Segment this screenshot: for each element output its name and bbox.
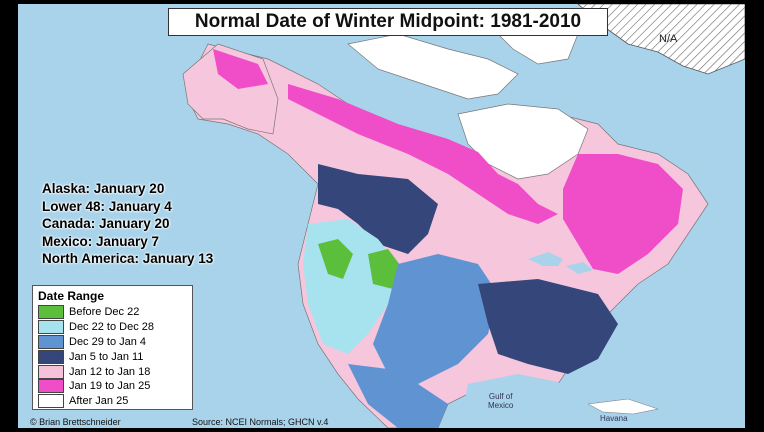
legend-label: Jan 12 to Jan 18: [69, 365, 151, 378]
legend-item: Dec 29 to Jan 4: [38, 334, 187, 350]
legend-swatch: [38, 379, 64, 394]
legend-item: Before Dec 22: [38, 305, 187, 320]
legend-label: Dec 22 to Dec 28: [69, 321, 154, 334]
legend-swatch: [38, 394, 64, 409]
stat-alaska: Alaska: January 20: [42, 181, 165, 196]
legend-label: Dec 29 to Jan 4: [69, 335, 147, 348]
credit: © Brian Brettschneider: [30, 417, 121, 427]
arctic-islands: [347, 33, 519, 100]
legend-label: After Jan 25: [69, 395, 129, 408]
magenta-quebec: [563, 154, 683, 274]
legend-item: Dec 22 to Dec 28: [38, 320, 187, 335]
map-title: Normal Date of Winter Midpoint: 1981-201…: [168, 8, 608, 36]
source: Source: NCEI Normals; GHCN v.4: [192, 417, 329, 427]
map-frame: Normal Date of Winter Midpoint: 1981-201…: [18, 4, 745, 428]
no-data-label: N/A: [659, 33, 678, 45]
legend-swatch: [38, 349, 64, 364]
stat-mexico: Mexico: January 7: [42, 233, 160, 249]
magenta-alaska: [213, 49, 268, 89]
legend-title: Date Range: [38, 289, 105, 303]
gulf-label: Gulf of Mexico: [488, 392, 514, 410]
legend-swatch: [38, 320, 64, 335]
map-graphic: [18, 4, 745, 428]
legend: Date Range Before Dec 22 Dec 22 to Dec 2…: [32, 285, 193, 410]
great-lakes: [528, 252, 593, 274]
legend-item: Jan 19 to Jan 25: [38, 379, 187, 394]
greenland-no-data: [577, 4, 745, 75]
mexico-blue: [348, 364, 448, 428]
legend-swatch: [38, 364, 64, 379]
legend-label: Jan 5 to Jan 11: [69, 350, 144, 363]
legend-item: After Jan 25: [38, 394, 187, 409]
blue-central: [373, 254, 498, 384]
legend-label: Jan 19 to Jan 25: [69, 380, 151, 393]
dark-west: [318, 164, 438, 254]
stat-lower-48: Lower 48: January 4: [42, 198, 172, 214]
stats-block: Alaska: January 20 Lower 48: January 4 C…: [42, 180, 213, 268]
green-west: [318, 239, 353, 279]
stat-north-america: North America: January 13: [42, 251, 214, 266]
dark-southeast: [478, 279, 618, 374]
stat-canada: Canada: January 20: [42, 216, 170, 231]
cuba: [587, 398, 659, 415]
legend-swatch: [38, 334, 64, 349]
legend-swatch: [38, 305, 64, 320]
gulf-of-mexico: [463, 374, 578, 428]
legend-label: Before Dec 22: [69, 306, 140, 319]
havana-label: Havana: [600, 414, 628, 423]
legend-item: Jan 12 to Jan 18: [38, 364, 187, 379]
legend-item: Jan 5 to Jan 11: [38, 349, 187, 364]
magenta-band-north: [288, 84, 558, 224]
